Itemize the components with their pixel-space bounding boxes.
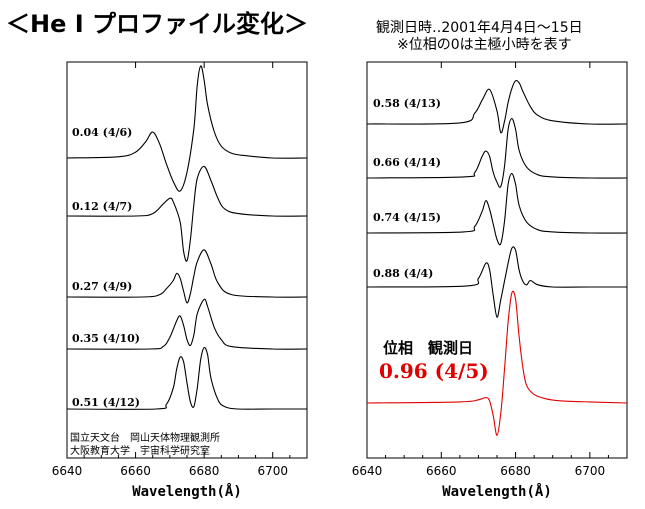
series-line-0 bbox=[66, 65, 308, 192]
series-line-1 bbox=[66, 165, 308, 262]
series-label: 0.35 (4/10) bbox=[72, 332, 140, 345]
x-tick-label: 6660 bbox=[120, 464, 151, 478]
legend-heading: 位相 観測日 bbox=[383, 339, 473, 357]
x-tick-label: 6640 bbox=[52, 464, 83, 478]
observation-period: 観測日時‥2001年4月4日～15日 bbox=[376, 20, 583, 36]
series-label: 0.12 (4/7) bbox=[72, 200, 132, 213]
x-tick-label: 6700 bbox=[575, 464, 606, 478]
x-tick-label: 6680 bbox=[189, 464, 220, 478]
plot-frame bbox=[366, 61, 628, 459]
chart-panel-left: 6640 6660 6680 6700 Wavelength(Å) 0.04 (4/6) 0… bbox=[52, 61, 308, 500]
x-tick-label: 6680 bbox=[500, 464, 531, 478]
series-label: 0.88 (4/4) bbox=[373, 267, 433, 280]
credit-line: 大阪教育大学 宇宙科学研究室 bbox=[70, 444, 210, 457]
series-label-highlight: 0.96 (4/5) bbox=[379, 359, 489, 383]
page-title: ＜He I プロファイル変化＞ bbox=[6, 10, 309, 38]
chart-panel-right: 6640 6660 6680 6700 Wavelength(Å) 0.58 (4/13)… bbox=[352, 61, 628, 500]
x-axis-label: Wavelength(Å) bbox=[442, 483, 552, 500]
series-line-3 bbox=[366, 246, 627, 318]
series-line-3 bbox=[66, 298, 308, 350]
series-label: 0.27 (4/9) bbox=[72, 280, 132, 293]
series-label: 0.58 (4/13) bbox=[373, 97, 441, 110]
x-tick-label: 6640 bbox=[352, 464, 383, 478]
x-tick-label: 6700 bbox=[257, 464, 288, 478]
x-axis-label: Wavelength(Å) bbox=[132, 483, 242, 500]
series-label: 0.04 (4/6) bbox=[72, 126, 132, 139]
series-line-4 bbox=[66, 346, 307, 410]
series-label: 0.51 (4/12) bbox=[72, 396, 140, 409]
series-line-4 bbox=[366, 290, 628, 436]
series-line-0 bbox=[366, 79, 628, 134]
phase-note: ※位相の0は主極小時を表す bbox=[397, 37, 572, 53]
series-line-1 bbox=[366, 118, 628, 188]
credit-line: 国立天文台 岡山天体物理観測所 bbox=[70, 431, 220, 444]
series-line-2 bbox=[366, 173, 628, 246]
series-line-2 bbox=[66, 249, 308, 304]
series-label: 0.74 (4/15) bbox=[373, 211, 441, 224]
series-label: 0.66 (4/14) bbox=[373, 156, 441, 169]
x-tick-label: 6660 bbox=[426, 464, 457, 478]
